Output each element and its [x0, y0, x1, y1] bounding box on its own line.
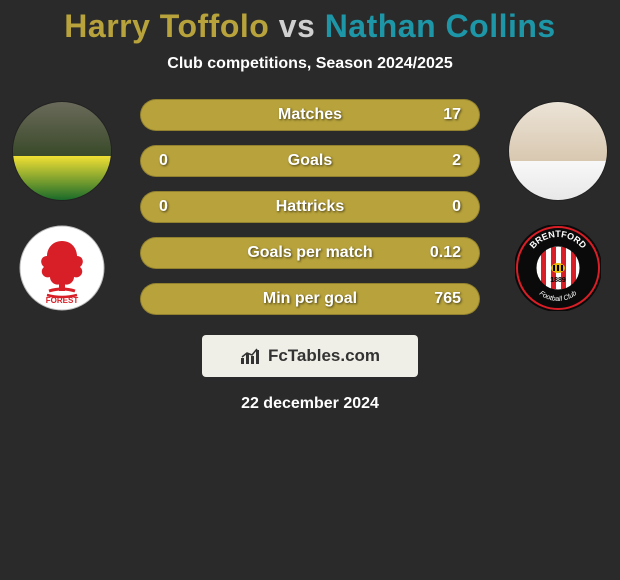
subtitle: Club competitions, Season 2024/2025: [0, 55, 620, 73]
stat-row: Min per goal765: [140, 283, 480, 315]
stat-value-right: 0: [427, 198, 461, 216]
svg-text:FOREST: FOREST: [46, 296, 79, 305]
watermark-badge: FcTables.com: [202, 335, 418, 377]
left-column: FOREST: [12, 99, 112, 311]
stat-label: Goals: [193, 152, 427, 170]
stat-label: Matches: [193, 106, 427, 124]
stat-label: Hattricks: [193, 198, 427, 216]
stat-row: 0Hattricks0: [140, 191, 480, 223]
date-text: 22 december 2024: [0, 395, 620, 413]
stat-value-right: 0.12: [427, 244, 461, 262]
stat-row: Matches17: [140, 99, 480, 131]
player2-name: Nathan Collins: [325, 8, 556, 44]
stat-value-right: 765: [427, 290, 461, 308]
right-column: BRENTFORD Football Club 1889 BRENTFORD F…: [508, 99, 608, 311]
comparison-body: FOREST Matches170Goals20Hattricks0Goals …: [0, 99, 620, 315]
stat-value-left: 0: [159, 152, 193, 170]
player1-club-badge: FOREST: [19, 225, 105, 311]
stat-value-right: 17: [427, 106, 461, 124]
stat-value-left: 0: [159, 198, 193, 216]
player2-avatar: [508, 101, 608, 201]
stat-label: Min per goal: [193, 290, 427, 308]
chart-icon: [240, 347, 262, 365]
vs-text: vs: [279, 8, 316, 44]
comparison-title: Harry Toffolo vs Nathan Collins: [0, 8, 620, 45]
player1-name: Harry Toffolo: [64, 8, 269, 44]
stats-column: Matches170Goals20Hattricks0Goals per mat…: [140, 99, 480, 315]
watermark-text: FcTables.com: [268, 346, 380, 366]
player1-avatar: [12, 101, 112, 201]
svg-text:1889: 1889: [550, 277, 566, 284]
stat-row: 0Goals2: [140, 145, 480, 177]
player2-club-badge: BRENTFORD Football Club 1889 BRENTFORD F…: [515, 225, 601, 311]
stat-row: Goals per match0.12: [140, 237, 480, 269]
stat-label: Goals per match: [193, 244, 427, 262]
stat-value-right: 2: [427, 152, 461, 170]
